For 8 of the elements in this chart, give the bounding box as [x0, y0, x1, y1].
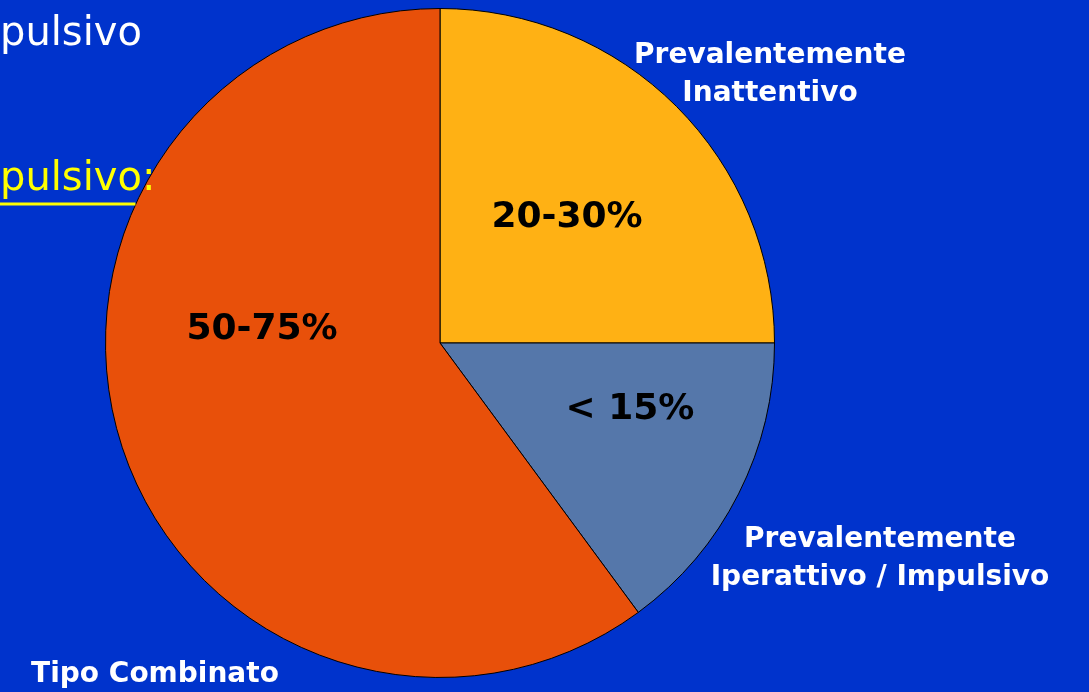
slice-label: Prevalentemente Inattentivo: [634, 37, 906, 109]
text: 20-30%: [491, 194, 643, 236]
text: pulsivo:: [0, 153, 156, 200]
slice-label: Prevalentemente Iperattivo / Impulsivo: [710, 521, 1050, 593]
text: 50-75%: [186, 306, 338, 348]
text: pulsivo: [0, 8, 142, 55]
slice-label: Tipo Combinato: [31, 656, 279, 690]
text: < 15%: [565, 386, 695, 428]
